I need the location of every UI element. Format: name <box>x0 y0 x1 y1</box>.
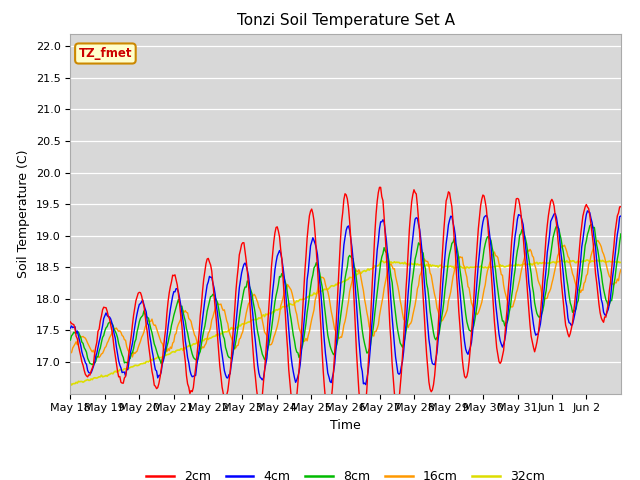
8cm <box>568 303 575 309</box>
16cm <box>402 319 410 325</box>
2cm <box>238 241 246 247</box>
4cm <box>472 291 480 297</box>
16cm <box>300 338 307 344</box>
4cm <box>67 325 74 331</box>
8cm <box>239 295 246 300</box>
Line: 2cm: 2cm <box>70 187 621 418</box>
32cm <box>239 321 246 327</box>
32cm <box>300 297 307 302</box>
2cm <box>403 269 411 275</box>
4cm <box>299 336 307 342</box>
8cm <box>588 222 596 228</box>
16cm <box>472 310 480 316</box>
4cm <box>376 226 383 232</box>
32cm <box>68 382 76 388</box>
2cm <box>358 415 366 420</box>
8cm <box>67 337 74 343</box>
4cm <box>362 382 369 387</box>
4cm <box>568 323 575 328</box>
32cm <box>584 257 591 263</box>
16cm <box>67 350 74 356</box>
4cm <box>617 213 625 219</box>
2cm <box>474 242 481 248</box>
8cm <box>300 336 307 342</box>
16cm <box>617 267 625 273</box>
Y-axis label: Soil Temperature (C): Soil Temperature (C) <box>17 149 30 278</box>
32cm <box>402 261 410 267</box>
2cm <box>376 184 383 190</box>
32cm <box>617 260 625 265</box>
8cm <box>376 269 383 275</box>
8cm <box>88 362 96 368</box>
32cm <box>568 259 575 264</box>
8cm <box>402 329 410 335</box>
16cm <box>95 355 103 360</box>
2cm <box>377 184 385 190</box>
2cm <box>299 310 307 315</box>
X-axis label: Time: Time <box>330 419 361 432</box>
32cm <box>376 262 383 267</box>
Title: Tonzi Soil Temperature Set A: Tonzi Soil Temperature Set A <box>237 13 454 28</box>
2cm <box>569 320 577 325</box>
16cm <box>376 313 383 319</box>
4cm <box>584 208 591 214</box>
2cm <box>617 204 625 210</box>
32cm <box>472 264 480 270</box>
8cm <box>617 231 625 237</box>
Line: 8cm: 8cm <box>70 225 621 365</box>
2cm <box>67 319 74 325</box>
Legend: 2cm, 4cm, 8cm, 16cm, 32cm: 2cm, 4cm, 8cm, 16cm, 32cm <box>141 465 550 480</box>
4cm <box>402 322 410 328</box>
32cm <box>67 380 74 386</box>
Line: 32cm: 32cm <box>70 260 621 385</box>
16cm <box>239 329 246 335</box>
Line: 16cm: 16cm <box>70 240 621 358</box>
Line: 4cm: 4cm <box>70 211 621 384</box>
8cm <box>472 310 480 315</box>
16cm <box>568 265 575 271</box>
4cm <box>238 270 246 276</box>
Text: TZ_fmet: TZ_fmet <box>79 47 132 60</box>
16cm <box>594 238 602 243</box>
